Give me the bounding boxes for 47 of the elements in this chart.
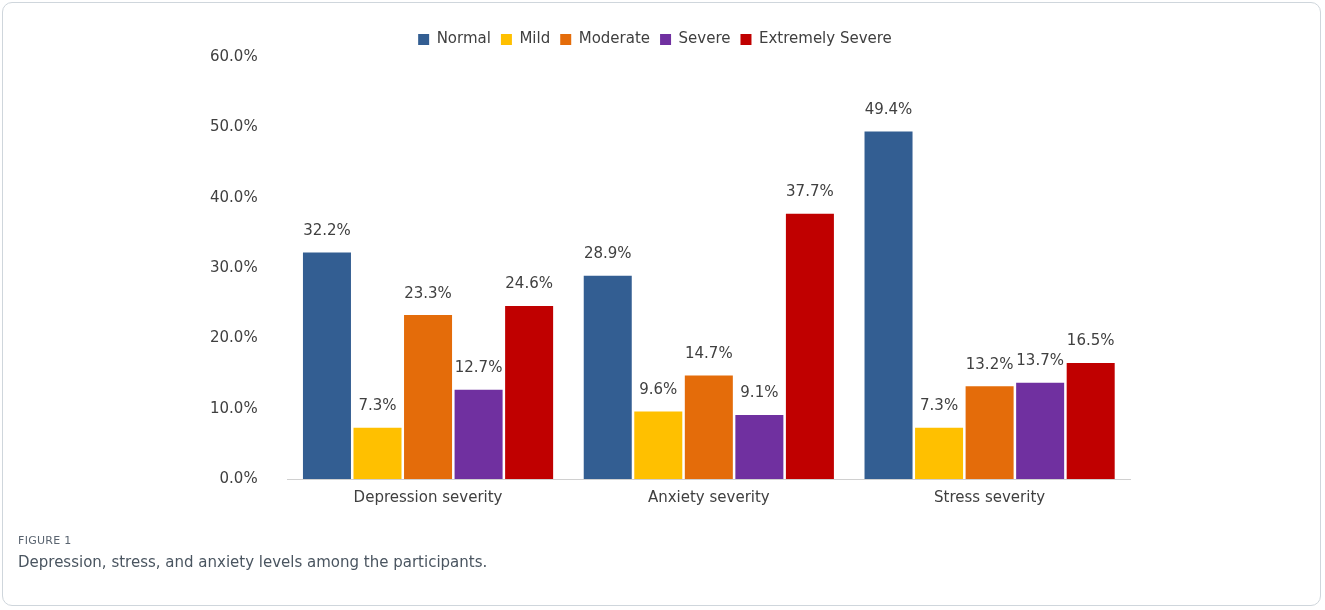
data-label: 16.5% bbox=[1066, 331, 1115, 350]
x-tick-label: Depression severity bbox=[353, 487, 503, 506]
bar bbox=[353, 427, 402, 479]
bar bbox=[454, 389, 503, 479]
y-tick-label: 0.0% bbox=[219, 468, 258, 487]
bar bbox=[505, 305, 554, 479]
y-tick-label: 50.0% bbox=[210, 117, 258, 136]
bar bbox=[864, 131, 913, 479]
data-label: 14.7% bbox=[685, 344, 733, 362]
y-tick-label: 20.0% bbox=[210, 328, 258, 347]
legend-label: Extremely Severe bbox=[758, 29, 892, 48]
data-label: 9.6% bbox=[639, 379, 678, 398]
data-label: 23.3% bbox=[404, 283, 452, 302]
bar bbox=[915, 427, 964, 479]
legend-label: Moderate bbox=[578, 29, 651, 48]
data-label: 7.3% bbox=[358, 396, 397, 415]
legend-label: Severe bbox=[678, 29, 731, 48]
data-label: 24.6% bbox=[505, 274, 553, 293]
y-tick-label: 10.0% bbox=[210, 398, 258, 417]
bar bbox=[785, 213, 834, 479]
bar bbox=[684, 375, 733, 479]
bar bbox=[965, 386, 1014, 479]
data-label: 49.4% bbox=[864, 99, 913, 118]
data-label: 32.2% bbox=[303, 220, 351, 239]
data-label: 28.9% bbox=[583, 244, 632, 263]
y-tick-label: 60.0% bbox=[210, 46, 258, 65]
caption: FIGURE 1 bbox=[18, 534, 73, 547]
y-tick-label: 40.0% bbox=[210, 187, 258, 206]
y-tick-label: 30.0% bbox=[210, 257, 258, 276]
data-label: 12.7% bbox=[454, 358, 503, 377]
data-label: 13.7% bbox=[1016, 351, 1064, 370]
bar bbox=[404, 315, 453, 479]
data-label: 37.7% bbox=[786, 182, 834, 201]
bar bbox=[302, 252, 351, 479]
bar bbox=[1066, 362, 1115, 479]
bar bbox=[1016, 382, 1065, 479]
legend-label: Mild bbox=[519, 29, 551, 48]
bar bbox=[634, 411, 683, 479]
x-tick-label: Anxiety severity bbox=[647, 487, 770, 506]
text: Depression, stress, and anxiety levels among the participants. bbox=[18, 553, 488, 571]
bar bbox=[583, 275, 632, 479]
data-label: 9.1% bbox=[740, 383, 779, 402]
bar bbox=[735, 415, 784, 479]
legend-label: Normal bbox=[436, 29, 491, 48]
data-label: 7.3% bbox=[920, 396, 959, 415]
data-label: 13.2% bbox=[965, 354, 1014, 373]
x-tick-label: Stress severity bbox=[934, 487, 1046, 506]
